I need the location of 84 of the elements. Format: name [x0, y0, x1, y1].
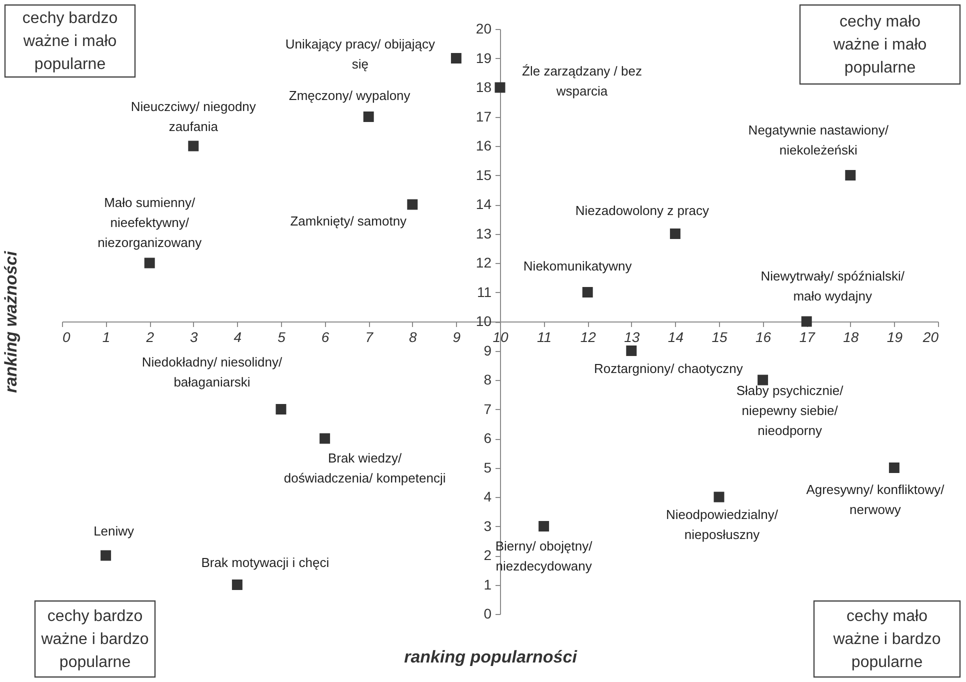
annotation: Źle zarządzany / bez wsparcia — [522, 64, 642, 98]
x-tick-label: 4 — [234, 329, 242, 345]
x-tick-label: 0 — [62, 329, 70, 345]
point — [670, 228, 680, 239]
annotation: Leniwy — [94, 524, 135, 538]
x-tick-label: 9 — [452, 329, 461, 345]
annotation: Niedokładny/ niesolidny/ bałaganiarski — [142, 354, 282, 390]
annotation: Brak wiedzy/ doświadczenia/ kompetencji — [284, 450, 446, 486]
x-tick-label: 18 — [843, 329, 859, 345]
point — [758, 374, 768, 386]
x-tick-label: 1 — [102, 329, 110, 345]
point — [188, 140, 199, 152]
annotation: Niewytrwały/ spóźnialski/ mało wydajny — [760, 268, 905, 304]
y-tick-label: 7 — [484, 400, 492, 417]
y-tick-label: 15 — [476, 166, 492, 183]
x-tick-label: 11 — [537, 329, 552, 345]
y-tick-label: 4 — [484, 488, 492, 504]
annotation: Unikający pracy/ obijający się — [285, 36, 436, 72]
y-tick-label: 19 — [476, 50, 492, 66]
point — [407, 199, 418, 210]
y-tick-label: 17 — [476, 108, 492, 124]
point — [626, 346, 637, 356]
x-tick-label: 3 — [190, 329, 198, 345]
annotation: Zmęczony/ wypalony — [288, 88, 411, 103]
point — [582, 287, 593, 298]
y-tick-label: 11 — [476, 284, 492, 300]
x-tick-label: 8 — [409, 329, 417, 345]
x-tick-label: 20 — [922, 329, 939, 345]
y-tick-label: 6 — [484, 430, 492, 446]
annotation: Mało sumienny/ nieefektywny/ niezorganizowany — [98, 195, 202, 250]
y-tick-label: 5 — [484, 459, 492, 476]
y-tick-label: 20 — [476, 20, 492, 36]
x-axis-title: ranking popularności — [404, 648, 578, 666]
x-tick-label: 6 — [321, 329, 330, 345]
y-axis-title: ranking ważności — [2, 250, 20, 393]
x-tick-label: 16 — [756, 329, 772, 345]
point — [494, 82, 506, 93]
point — [276, 404, 286, 414]
x-tick-label: 17 — [799, 329, 816, 345]
annotation: cechy mało ważne i mało popularne — [832, 14, 927, 76]
point — [320, 433, 330, 444]
annotation: Roztargniony/ chaotyczny — [594, 360, 744, 376]
point — [801, 316, 812, 327]
annotation: Niezadowolony z pracy — [575, 202, 710, 218]
y-tick-label: 16 — [476, 138, 492, 154]
x-tick-label: 2 — [145, 329, 154, 345]
x-tick-label: 5 — [278, 329, 286, 345]
y-tick-label: 14 — [476, 196, 492, 212]
y-tick-label: 8 — [484, 372, 492, 388]
x-tick-label: 13 — [624, 329, 640, 345]
y-tick-label: 9 — [484, 342, 492, 358]
x-tick-label: 15 — [712, 329, 728, 345]
annotation: Agresywny/ konfliktowy/ nerwowy — [806, 482, 945, 517]
point — [450, 53, 462, 64]
y-tick-label: 18 — [476, 79, 492, 95]
point — [538, 521, 550, 532]
x-tick-label: 7 — [365, 329, 374, 345]
annotation: cechy bardzo ważne i mało popularne — [22, 10, 118, 73]
x-tick-label: 14 — [668, 329, 684, 345]
annotation: cechy bardzo ważne i bardzo popularne — [40, 608, 149, 671]
annotation: Słaby psychicznie/ niepewny siebie/ nieodporny — [736, 383, 844, 438]
point — [100, 550, 112, 561]
point — [888, 462, 900, 473]
annotation: Niekomunikatywny — [523, 258, 632, 274]
point — [845, 170, 856, 180]
y-tick-label: 2 — [484, 547, 492, 563]
annotation: Negatywnie nastawiony/ niekoleżeński — [748, 122, 889, 158]
annotation: cechy mało ważne i bardzo popularne — [832, 608, 941, 671]
annotation: Nieodpowiedzialny/ nieposłuszny — [666, 507, 778, 542]
y-tick-label: 1 — [484, 576, 492, 592]
x-tick-label: 12 — [580, 329, 596, 345]
y-tick-label: 0 — [484, 606, 492, 622]
annotation: Zamknięty/ samotny — [290, 214, 408, 228]
point — [363, 112, 374, 122]
y-tick-label: 13 — [476, 225, 492, 242]
x-tick-label: 19 — [886, 329, 903, 345]
annotation: Brak motywacji i chęci — [201, 554, 330, 570]
annotation: Bierny/ obojętny/ niezdecydowany — [495, 538, 593, 574]
point — [144, 258, 155, 268]
y-tick-label: 3 — [484, 518, 492, 534]
annotation: Nieuczciwy/ niegodny zaufania — [130, 99, 256, 134]
y-tick-label: 12 — [476, 254, 492, 270]
point — [232, 580, 242, 590]
point — [714, 492, 724, 502]
